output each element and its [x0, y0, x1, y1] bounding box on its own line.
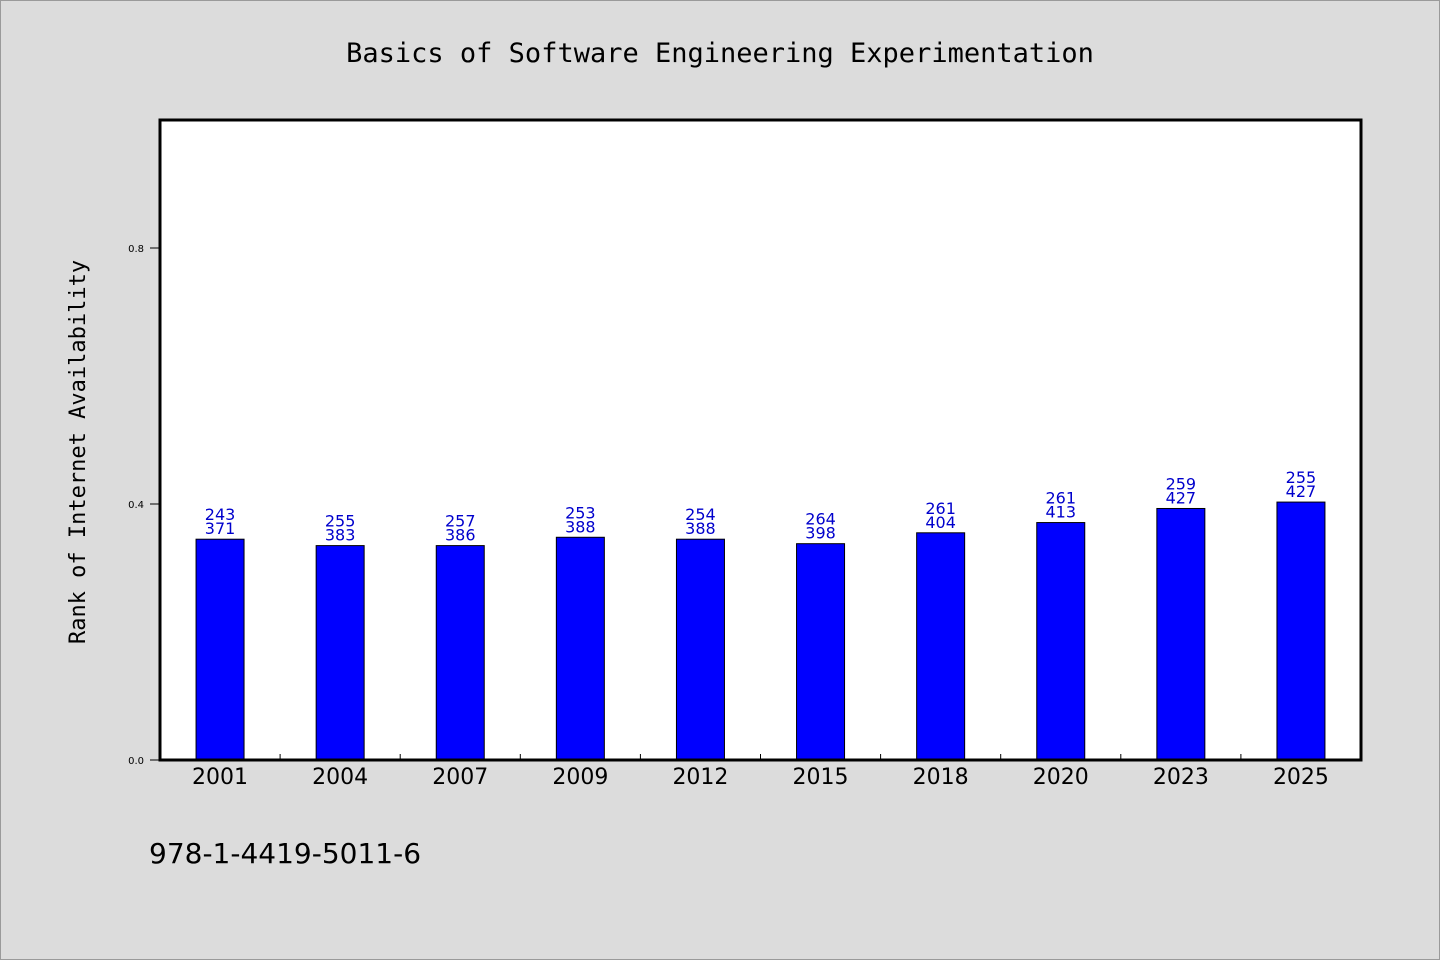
bar-label-bottom-2007: 386: [445, 526, 476, 545]
bar-label-bottom-2025: 427: [1286, 482, 1317, 501]
bar-label-top-2001: 243: [205, 505, 236, 524]
x-tick-label-2001: 2001: [192, 765, 248, 790]
x-tick-label-2018: 2018: [913, 765, 969, 790]
bar-label-top-2012: 254: [685, 505, 716, 524]
bar-label-top-2018: 261: [925, 499, 956, 518]
x-tick-label-2009: 2009: [552, 765, 608, 790]
bar-label-bottom-2004: 383: [325, 526, 356, 545]
bar-2023: [1156, 507, 1206, 761]
bar-label-bottom-2012: 388: [685, 519, 716, 538]
plot-frame: [158, 118, 1363, 762]
bar-2001: [195, 538, 245, 761]
bar-label-top-2023: 259: [1166, 474, 1197, 493]
y-axis-label: Rank of Internet Availability: [66, 260, 91, 644]
x-tick-label-2015: 2015: [793, 765, 849, 790]
bar-2004: [315, 545, 365, 761]
x-tick-label-2004: 2004: [312, 765, 368, 790]
isbn-footer-text: 978-1-4419-5011-6: [149, 837, 421, 870]
y-tick-label-0.0: 0.0: [128, 756, 144, 767]
chart-title: Basics of Software Engineering Experimen…: [346, 38, 1094, 69]
x-tick-label-2012: 2012: [672, 765, 728, 790]
bar-2015: [796, 543, 846, 761]
bar-2020: [1036, 522, 1086, 761]
y-tick-label-0.4: 0.4: [128, 500, 144, 511]
x-tick-label-2020: 2020: [1033, 765, 1089, 790]
bar-label-top-2025: 255: [1286, 468, 1317, 487]
bar-2018: [916, 532, 966, 761]
axis-layer: 2001 2004 2007 2009 2012 2015 2018 2020 2023 2025…: [128, 244, 1329, 790]
bar-2025: [1276, 501, 1326, 761]
bar-label-top-2015: 264: [805, 510, 836, 529]
bar-label-bottom-2015: 398: [805, 524, 836, 543]
bar-label-top-2007: 257: [445, 512, 476, 531]
bar-2007: [435, 545, 485, 761]
bar-label-top-2009: 253: [565, 503, 596, 522]
x-tick-label-2025: 2025: [1273, 765, 1329, 790]
x-tick-label-2023: 2023: [1153, 765, 1209, 790]
bars-layer: [195, 501, 1326, 761]
bar-2009: [555, 536, 605, 761]
bar-label-bottom-2020: 413: [1045, 503, 1076, 522]
bar-label-bottom-2023: 427: [1166, 488, 1197, 507]
bar-label-top-2004: 255: [325, 512, 356, 531]
bar-label-bottom-2001: 371: [205, 519, 236, 538]
bar-2012: [675, 538, 725, 761]
x-tick-label-2007: 2007: [432, 765, 488, 790]
bar-label-top-2020: 261: [1045, 489, 1076, 508]
bar-label-bottom-2018: 404: [925, 513, 956, 532]
bar-label-bottom-2009: 388: [565, 517, 596, 536]
y-tick-label-0.8: 0.8: [128, 244, 144, 255]
